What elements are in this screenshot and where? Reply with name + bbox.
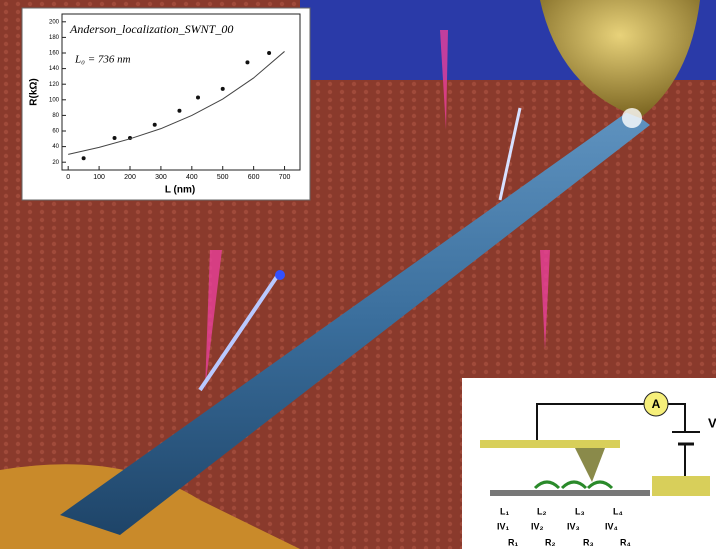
y-tick-label: 200 (49, 19, 60, 25)
chart-title: Anderson_localization_SWNT_00 (69, 22, 233, 36)
data-point (245, 60, 249, 64)
segment-label: R₂ (545, 537, 556, 547)
electrode (652, 476, 710, 496)
y-tick-label: 140 (49, 66, 60, 72)
data-point (177, 109, 181, 113)
cantilever (480, 440, 620, 448)
segment-label: IV₄ (605, 521, 618, 531)
illustration: 20 40 60 80 100 120 140 160 180 200 0 100 200 300 400 5… (0, 0, 716, 549)
x-tick-label: 200 (124, 174, 136, 181)
y-tick-label: 80 (52, 113, 59, 119)
y-tick-label: 40 (52, 144, 59, 150)
data-point (82, 156, 86, 160)
inset-chart (22, 8, 310, 200)
segment-label: L₁ (500, 506, 509, 516)
x-tick-label: 100 (93, 174, 105, 181)
y-tick-label: 20 (52, 160, 59, 166)
data-point (113, 136, 117, 140)
source-label: V (708, 415, 716, 430)
x-tick-label: 500 (217, 174, 229, 181)
segment-label: R₃ (583, 537, 594, 547)
y-tick-label: 60 (52, 129, 59, 135)
data-point (221, 87, 225, 91)
segment-label: IV₂ (531, 521, 544, 531)
segment-label: IV₁ (497, 521, 510, 531)
x-tick-label: 300 (155, 174, 167, 181)
y-tick-label: 100 (49, 97, 60, 103)
x-tick-label: 700 (279, 174, 291, 181)
y-tick-label: 160 (49, 51, 60, 57)
y-axis-label: R(kΩ) (29, 78, 40, 105)
ray-end (275, 270, 285, 280)
x-tick-label: 0 (66, 174, 70, 181)
nanotube-sample (490, 490, 650, 496)
data-point (267, 51, 271, 55)
x-axis-label: L (nm) (165, 185, 195, 196)
annotation: L₀ = 736 nm (74, 54, 131, 66)
page: 20 40 60 80 100 120 140 160 180 200 0 100 200 300 400 5… (0, 0, 716, 549)
tip-glow (622, 108, 642, 128)
ammeter-label: A (652, 397, 661, 411)
segment-label: L₂ (537, 506, 547, 516)
data-point (196, 95, 200, 99)
segment-label: L₄ (613, 506, 623, 516)
x-tick-label: 400 (186, 174, 198, 181)
y-tick-label: 180 (49, 35, 60, 41)
y-tick-label: 120 (49, 82, 60, 88)
data-point (153, 123, 157, 127)
segment-label: R₄ (620, 537, 631, 547)
x-tick-label: 600 (248, 174, 260, 181)
segment-label: L₃ (575, 506, 585, 516)
segment-label: R₁ (508, 537, 518, 547)
segment-label: IV₃ (567, 521, 580, 531)
